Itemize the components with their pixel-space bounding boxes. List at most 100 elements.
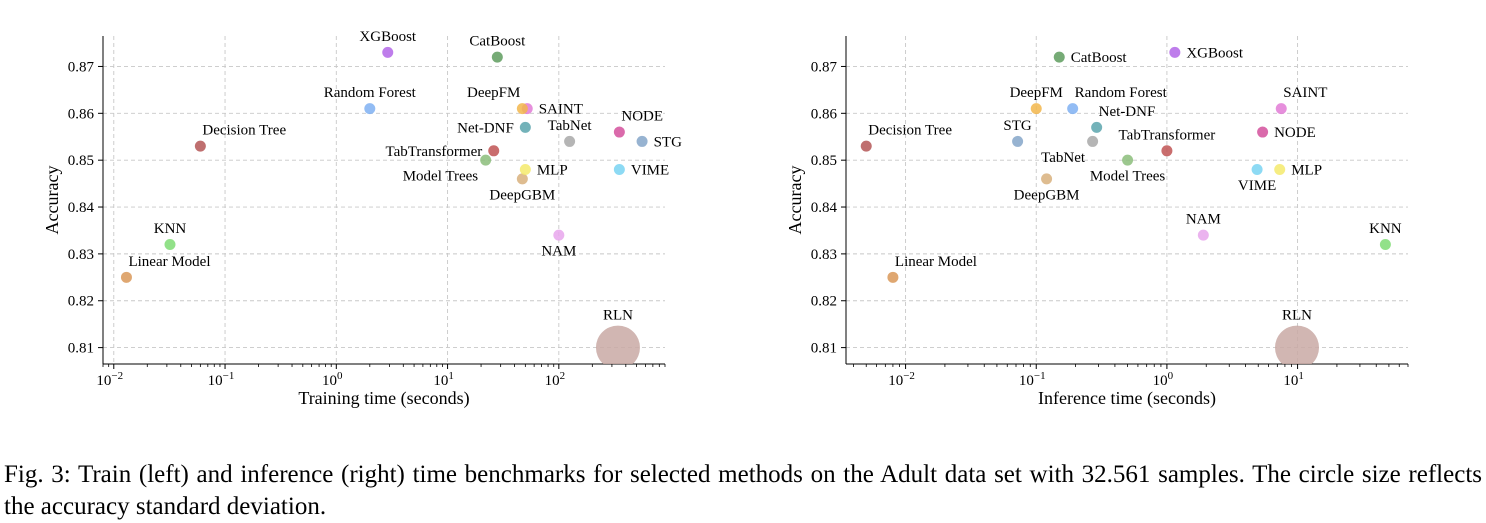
point-label: Decision Tree: [868, 123, 952, 139]
point-knn: [164, 239, 176, 251]
point-mlp: [1274, 164, 1286, 176]
y-tick-label: 0.83: [811, 247, 837, 263]
point-net-dnf: [519, 121, 531, 133]
point-random-forest: [364, 103, 376, 115]
x-tick-label: 10−1: [1019, 370, 1046, 389]
point-knn: [1379, 239, 1391, 251]
point-tabtransformer: [488, 145, 500, 157]
point-label: VIME: [631, 163, 669, 179]
point-label: Net-DNF: [1099, 104, 1156, 120]
point-decision-tree: [194, 140, 206, 152]
point-label: Model Trees: [403, 169, 479, 185]
y-tick-label: 0.84: [68, 200, 95, 216]
point-label: NAM: [1186, 212, 1221, 228]
point-vime: [613, 164, 625, 176]
point-label: CatBoost: [469, 34, 526, 50]
point-label: NAM: [541, 244, 576, 260]
point-label: Linear Model: [895, 254, 977, 270]
point-rln: [1275, 325, 1319, 364]
y-tick-label: 0.86: [811, 106, 838, 122]
point-decision-tree: [860, 140, 872, 152]
point-label: Linear Model: [128, 254, 210, 270]
point-label: STG: [654, 134, 683, 150]
point-saint: [1275, 103, 1287, 115]
y-axis-label: Accuracy: [42, 166, 62, 235]
point-label: SAINT: [539, 102, 583, 118]
point-label: TabTransformer: [386, 144, 483, 160]
point-catboost: [1053, 51, 1065, 63]
x-tick-label: 100: [322, 370, 343, 389]
point-label: XGBoost: [1186, 45, 1244, 61]
point-label: RLN: [603, 308, 633, 324]
point-linear-model: [120, 271, 132, 283]
y-tick-label: 0.81: [68, 341, 94, 357]
point-deepgbm: [1041, 173, 1053, 185]
marks: [860, 46, 1391, 364]
point-label: XGBoost: [359, 29, 417, 45]
y-tick-label: 0.84: [811, 200, 838, 216]
point-label: NODE: [1274, 125, 1316, 141]
marks: [120, 46, 648, 364]
point-deepgbm: [516, 173, 528, 185]
x-tick-label: 101: [1283, 370, 1304, 389]
x-axis-label: Training time (seconds): [298, 388, 469, 409]
point-label: TabNet: [548, 118, 593, 134]
x-tick-label: 10−2: [888, 370, 915, 389]
point-nam: [553, 229, 565, 241]
figure-charts: 10−2 10−1 100 101 102 0.81 0.82 0.83 0.84 0.85 0.8…: [42, 29, 1409, 409]
y-tick-label: 0.81: [811, 341, 837, 357]
point-label: DeepFM: [1010, 85, 1063, 101]
point-rln: [595, 325, 640, 364]
x-tick-label: 100: [1153, 370, 1174, 389]
point-net-dnf: [1091, 121, 1103, 133]
point-model-trees: [480, 154, 492, 166]
point-vime: [1251, 164, 1263, 176]
point-label: DeepGBM: [489, 187, 555, 203]
point-tabtransformer: [1161, 145, 1173, 157]
point-nam: [1197, 229, 1209, 241]
point-catboost: [491, 51, 503, 63]
point-label: Random Forest: [1075, 85, 1168, 101]
left-chart: 10−2 10−1 100 101 102 0.81 0.82 0.83 0.84 0.85 0.8…: [42, 29, 682, 409]
x-tick-label: 102: [545, 370, 566, 389]
y-tick-label: 0.85: [811, 153, 837, 169]
x-tick-label: 10−1: [208, 370, 235, 389]
point-label: KNN: [154, 221, 187, 237]
y-tick-label: 0.86: [68, 106, 95, 122]
x-tick-label: 101: [433, 370, 454, 389]
point-linear-model: [887, 271, 899, 283]
point-label: Decision Tree: [202, 123, 286, 139]
point-label: NODE: [621, 109, 663, 125]
point-label: CatBoost: [1071, 50, 1128, 66]
y-tick-label: 0.87: [811, 59, 838, 75]
point-random-forest: [1067, 103, 1079, 115]
point-node: [613, 126, 625, 138]
point-deepfm: [1030, 103, 1042, 115]
point-label: DeepFM: [467, 85, 520, 101]
y-axis-label: Accuracy: [785, 166, 805, 235]
point-label: STG: [1003, 118, 1032, 134]
point-label: MLP: [1291, 163, 1322, 179]
x-axis-label: Inference time (seconds): [1038, 388, 1216, 409]
point-label: SAINT: [1283, 85, 1327, 101]
point-mlp: [519, 164, 531, 176]
point-stg: [636, 135, 648, 147]
figure-caption: Fig. 3: Train (left) and inference (righ…: [4, 461, 1482, 520]
x-tick-label: 10−2: [96, 370, 123, 389]
point-label: VIME: [1238, 178, 1276, 194]
point-xgboost: [1169, 46, 1181, 58]
point-label: Random Forest: [324, 85, 417, 101]
point-label: KNN: [1369, 221, 1402, 237]
point-tabnet: [564, 135, 576, 147]
point-label: TabTransformer: [1119, 127, 1216, 143]
point-label: Model Trees: [1090, 169, 1166, 185]
point-label: RLN: [1282, 308, 1312, 324]
point-model-trees: [1122, 154, 1134, 166]
y-tick-label: 0.85: [68, 153, 94, 169]
point-label: TabNet: [1041, 150, 1086, 166]
y-tick-label: 0.83: [68, 247, 94, 263]
right-chart: 10−2 10−1 100 101 0.81 0.82 0.83 0.84 0.85 0.86 0.…: [785, 36, 1409, 409]
y-tick-label: 0.82: [68, 294, 94, 310]
point-label: Net-DNF: [457, 120, 514, 136]
y-tick-label: 0.87: [68, 59, 95, 75]
